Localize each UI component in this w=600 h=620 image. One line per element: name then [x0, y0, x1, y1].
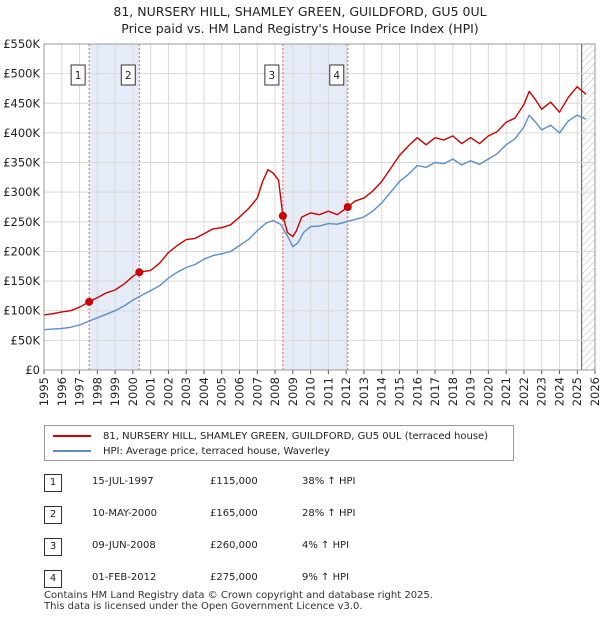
footer-line-1: Contains HM Land Registry data © Crown c… [44, 590, 433, 601]
sale-point [85, 297, 94, 306]
x-tick-label: 2010 [304, 377, 318, 406]
y-tick-label: £300K [3, 185, 40, 199]
sale-date: 10-MAY-2000 [92, 508, 158, 519]
x-tick-label: 2023 [535, 377, 549, 406]
legend-label-property: 81, NURSERY HILL, SHAMLEY GREEN, GUILDFO… [103, 430, 489, 442]
price-chart: 1 2 3 4 £0 £50K £100K £150K £200K £250K £300K £350… [3, 37, 600, 406]
sale-price: £275,000 [210, 572, 258, 583]
sale-hpi-diff: 28% ↑ HPI [302, 508, 356, 519]
sale-label-box [264, 64, 280, 86]
y-tick-label: £200K [3, 244, 40, 258]
sale-point [278, 211, 287, 220]
sale-label-box [329, 64, 345, 86]
legend-swatch-property [53, 435, 91, 437]
plot-frame [43, 43, 596, 371]
sale-hpi-diff: 4% ↑ HPI [302, 540, 350, 551]
x-tick-label: 2007 [250, 377, 264, 406]
sale-label: 1 [75, 70, 82, 82]
sale-label: 4 [333, 70, 340, 82]
x-tick-label: 2018 [446, 377, 460, 406]
legend-label-hpi: HPI: Average price, terraced house, Wave… [103, 445, 330, 457]
x-tick-label: 2019 [464, 377, 478, 406]
sale-date: 09-JUN-2008 [92, 540, 156, 551]
x-tick-label: 2006 [233, 377, 247, 406]
x-tick-label: 2003 [179, 377, 193, 406]
legend-item-hpi: HPI: Average price, terraced house, Wave… [53, 444, 330, 458]
y-tick-label: £450K [3, 96, 40, 110]
sale-number: 4 [44, 570, 62, 588]
x-tick-label: 2026 [588, 377, 600, 406]
x-tick-label: 2004 [197, 377, 211, 406]
x-tick-label: 1998 [90, 377, 104, 406]
chart-title: 81, NURSERY HILL, SHAMLEY GREEN, GUILDFO… [113, 4, 487, 19]
x-tick-label: 2008 [268, 377, 282, 406]
x-tick-label: 2021 [499, 377, 513, 406]
sale-date: 01-FEB-2012 [92, 572, 157, 583]
y-tick-label: £50K [11, 333, 41, 347]
y-tick-label: £350K [3, 156, 40, 170]
sale-number: 3 [44, 538, 62, 556]
sale-label: 3 [269, 70, 276, 82]
sale-price: £115,000 [210, 476, 258, 487]
sale-point [343, 203, 352, 211]
x-tick-label: 2015 [392, 377, 406, 406]
sale-price: £165,000 [210, 508, 258, 519]
forecast-hatch [581, 44, 595, 370]
x-tick-label: 2012 [339, 377, 353, 406]
x-tick-label: 2005 [215, 377, 229, 406]
y-tick-label: £150K [3, 274, 40, 288]
y-tick-label: £0 [25, 363, 40, 377]
sale-point [135, 268, 144, 277]
x-tick-label: 2001 [144, 377, 158, 406]
chart-legend: 81, NURSERY HILL, SHAMLEY GREEN, GUILDFO… [44, 425, 514, 461]
chart-title-block: 81, NURSERY HILL, SHAMLEY GREEN, GUILDFO… [0, 3, 600, 37]
x-tick-label: 2025 [570, 377, 584, 406]
x-tick-label: 2017 [428, 377, 442, 406]
y-tick-label: £400K [3, 126, 40, 140]
shaded-period [282, 44, 348, 370]
x-tick-label: 1997 [73, 377, 87, 406]
footer-line-2: This data is licensed under the Open Gov… [44, 601, 363, 612]
sale-hpi-diff: 9% ↑ HPI [302, 572, 350, 583]
sale-label-box [120, 64, 136, 86]
y-tick-label: £250K [3, 215, 40, 229]
x-tick-label: 2016 [410, 377, 424, 406]
x-tick-label: 2020 [481, 377, 495, 406]
footer-attribution: Contains HM Land Registry data © Crown c… [44, 590, 433, 612]
x-tick-label: 2002 [161, 377, 175, 406]
sale-label: 2 [125, 70, 132, 82]
shaded-period [89, 44, 140, 370]
x-tick-label: 1995 [37, 377, 51, 406]
sale-row: 1 15-JUL-1997 £115,000 38% ↑ HPI [44, 474, 424, 492]
chart-subtitle: Price paid vs. HM Land Registry's House … [121, 21, 479, 36]
y-tick-label: £500K [3, 67, 40, 81]
sale-row: 3 09-JUN-2008 £260,000 4% ↑ HPI [44, 538, 424, 556]
x-tick-label: 2009 [286, 377, 300, 406]
sale-row: 2 10-MAY-2000 £165,000 28% ↑ HPI [44, 506, 424, 524]
x-tick-label: 2022 [517, 377, 531, 406]
legend-item-property: 81, NURSERY HILL, SHAMLEY GREEN, GUILDFO… [53, 429, 488, 443]
sale-label-box [70, 64, 86, 86]
x-tick-label: 2013 [357, 377, 371, 406]
x-tick-label: 2024 [552, 377, 566, 406]
sale-row: 4 01-FEB-2012 £275,000 9% ↑ HPI [44, 570, 424, 588]
sale-date: 15-JUL-1997 [92, 476, 154, 487]
sale-number: 2 [44, 506, 62, 524]
x-tick-label: 1999 [108, 377, 122, 406]
sale-hpi-diff: 38% ↑ HPI [302, 476, 356, 487]
sale-number: 1 [44, 474, 62, 492]
x-tick-label: 2000 [126, 377, 140, 406]
x-tick-label: 1996 [55, 377, 69, 406]
x-tick-label: 2014 [375, 377, 389, 406]
y-tick-label: £550K [3, 37, 40, 51]
sale-price: £260,000 [210, 540, 258, 551]
x-tick-label: 2011 [321, 377, 335, 406]
y-tick-label: £100K [3, 304, 40, 318]
legend-swatch-hpi [53, 450, 91, 452]
